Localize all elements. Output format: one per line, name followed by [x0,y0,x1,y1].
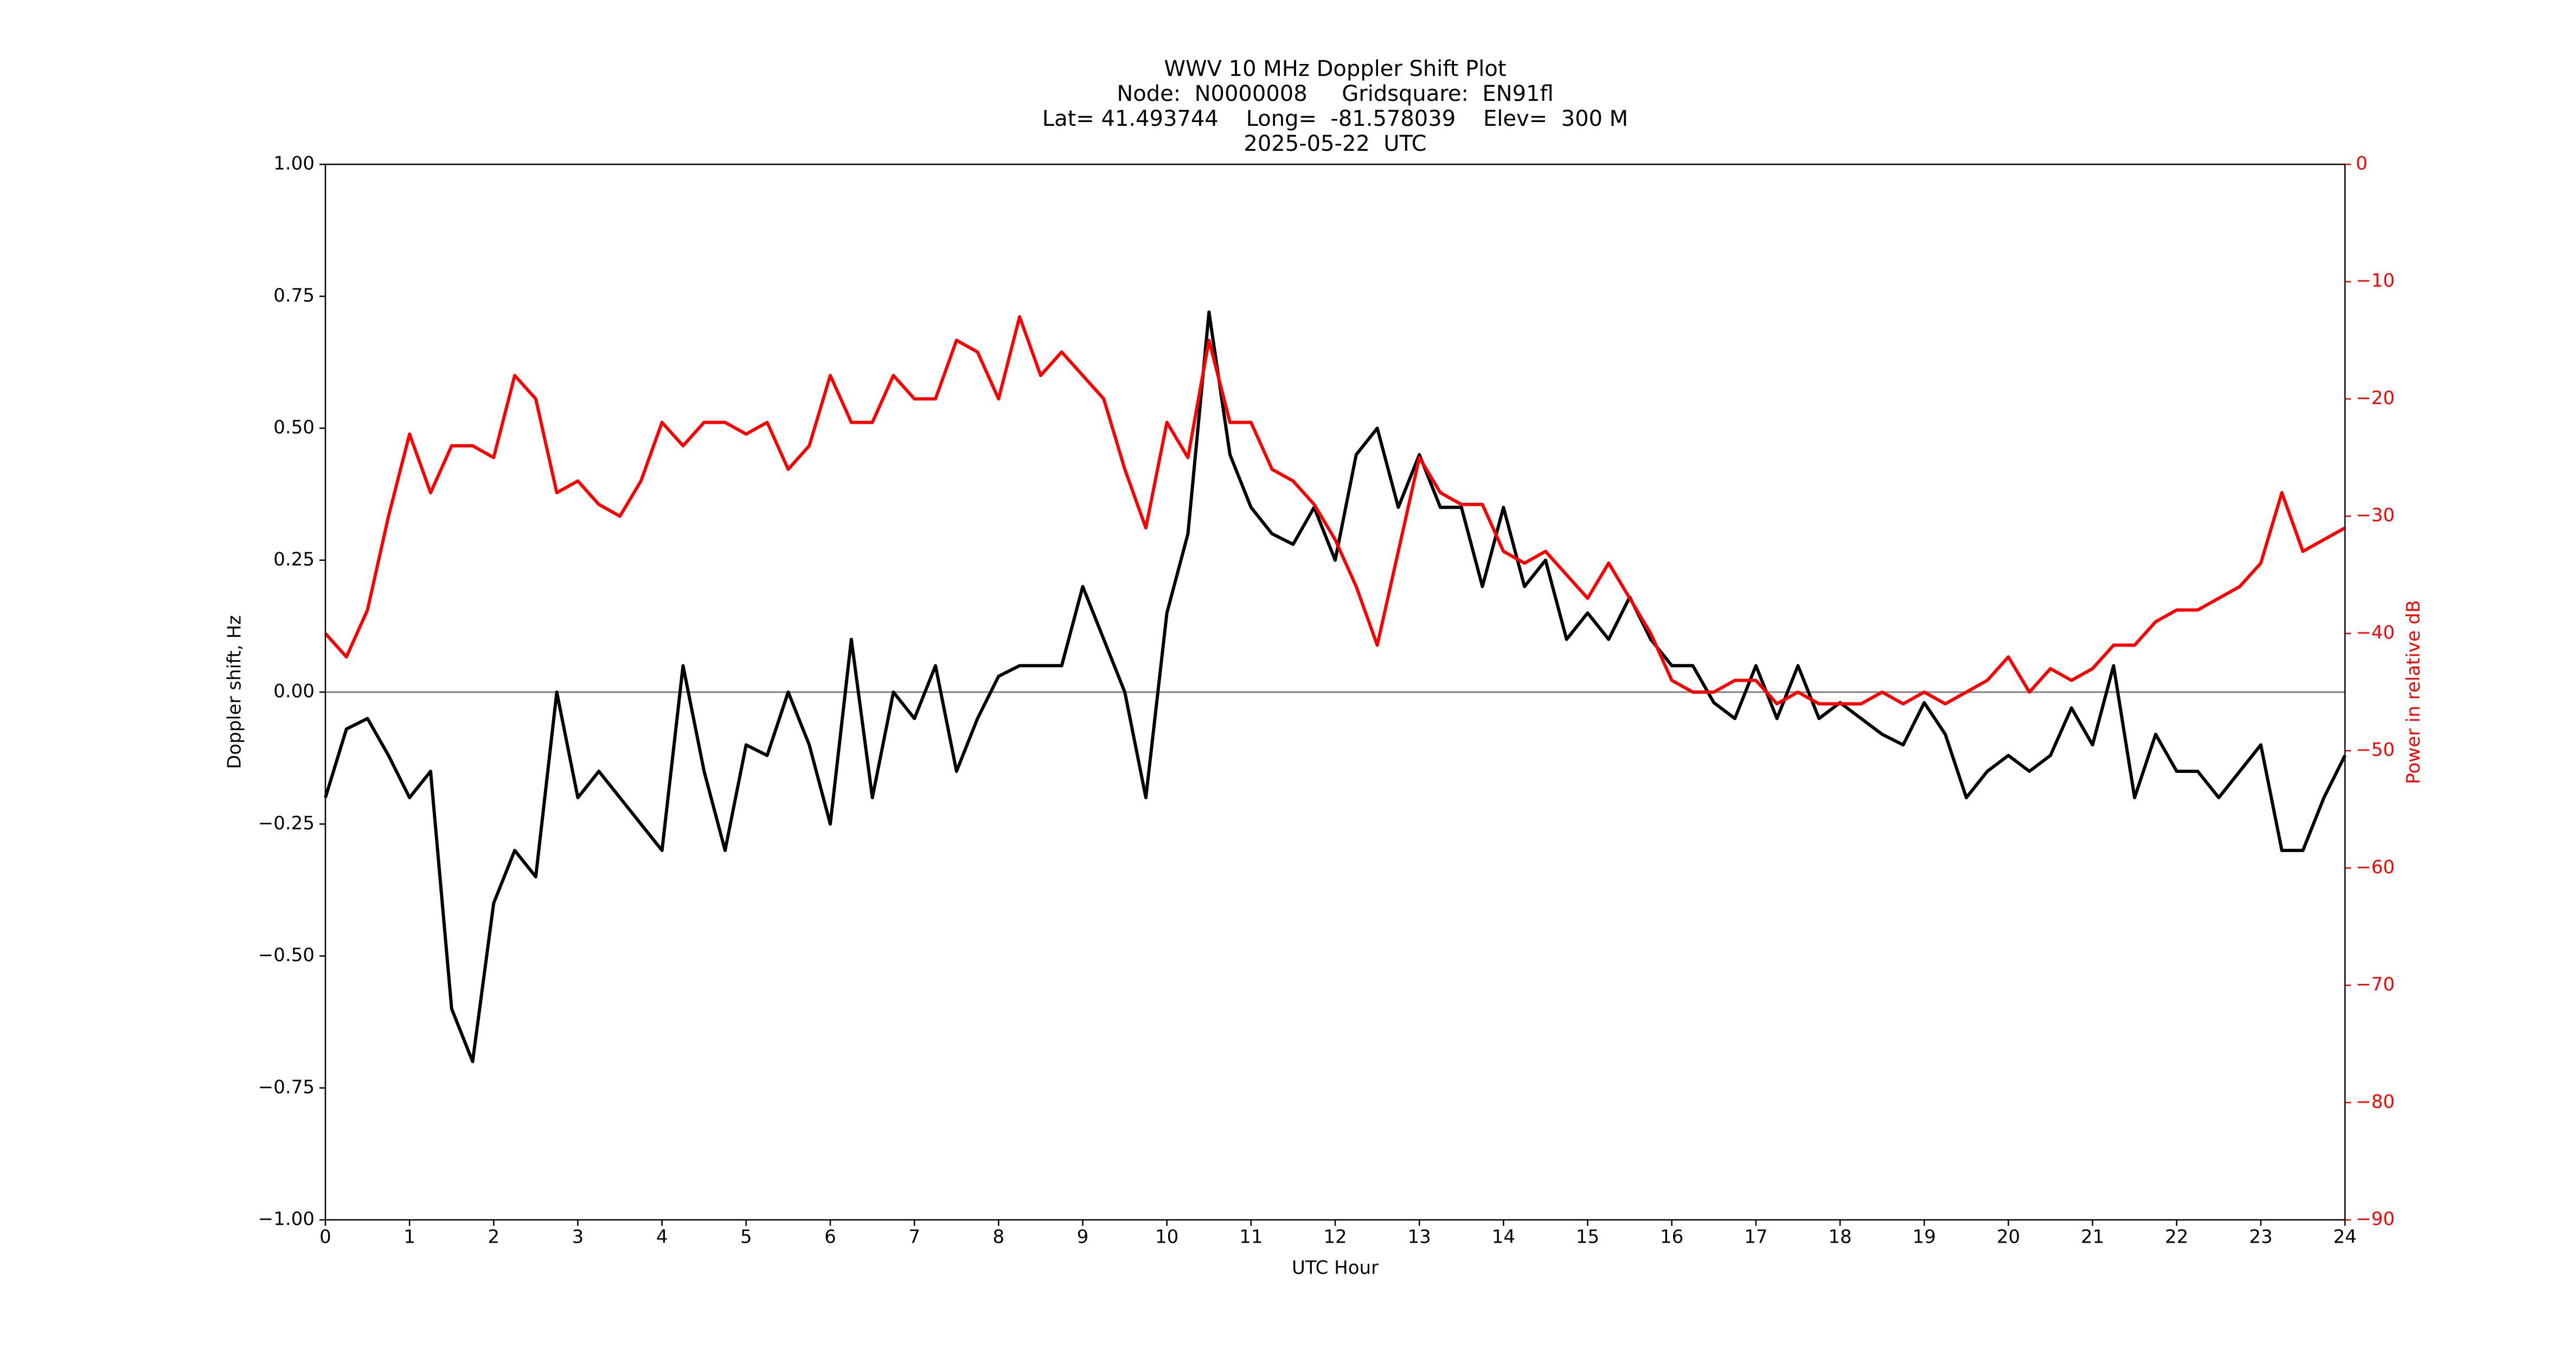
x-tick-label: 12 [1323,1226,1347,1248]
y2-axis-label: Power in relative dB [2403,600,2425,784]
x-tick-label: 20 [1997,1226,2020,1248]
x-tick-label: 22 [2165,1226,2188,1248]
y-tick-label: 1.00 [273,153,315,175]
chart-title: WWV 10 MHz Doppler Shift Plot [1164,56,1506,81]
x-tick-label: 5 [740,1226,752,1248]
y2-tick-label: −80 [2356,1091,2395,1112]
x-axis-label: UTC Hour [1292,1257,1379,1279]
y2-tick-label: −30 [2356,504,2395,526]
plot-frame [324,163,2346,1221]
data-line [324,315,2346,706]
x-tick-label: 17 [1744,1226,1767,1248]
y2-tick-label: −70 [2356,974,2395,995]
x-tick-label: 2 [488,1226,500,1248]
x-tick-label: 24 [2333,1226,2356,1248]
x-tick-label: 4 [656,1226,668,1248]
x-tick-label: 23 [2249,1226,2272,1248]
x-tick-label: 15 [1576,1226,1599,1248]
y-tick-label: −0.50 [258,944,315,966]
y-tick-label: 0.00 [273,681,315,702]
x-tick-label: 8 [993,1226,1005,1248]
y2-tick-label: −50 [2356,739,2395,761]
x-tick-label: 1 [403,1226,415,1248]
x-tick-label: 9 [1077,1226,1089,1248]
y-tick-label: −0.75 [258,1076,315,1098]
y2-tick-label: −90 [2356,1208,2395,1230]
data-line [324,310,2347,1064]
y2-tick-label: −40 [2356,622,2395,643]
y-axis-label: Doppler shift, Hz [224,615,246,769]
chart-subtitle: Node: N0000008 Gridsquare: EN91fl [1117,81,1553,106]
y-tick-label: −0.25 [258,813,315,834]
y2-tick-label: −10 [2356,270,2395,292]
x-tick-label: 0 [319,1226,331,1248]
y2-tick-label: 0 [2356,153,2368,175]
chart-subtitle: 2025-05-22 UTC [1244,131,1426,156]
x-tick-label: 19 [1913,1226,1936,1248]
chart-subtitle: Lat= 41.493744 Long= -81.578039 Elev= 30… [1042,106,1628,131]
x-tick-label: 11 [1239,1226,1263,1248]
x-tick-label: 6 [824,1226,836,1248]
x-tick-label: 21 [2081,1226,2104,1248]
y-tick-label: −1.00 [258,1208,315,1230]
y-tick-label: 0.50 [273,417,315,438]
y2-tick-label: −60 [2356,856,2395,878]
y-tick-label: 0.75 [273,285,315,306]
y2-tick-label: −20 [2356,387,2395,409]
x-tick-label: 7 [908,1226,920,1248]
x-tick-label: 3 [572,1226,584,1248]
x-tick-label: 14 [1492,1226,1515,1248]
x-tick-label: 10 [1155,1226,1178,1248]
x-tick-label: 16 [1660,1226,1683,1248]
y-tick-label: 0.25 [273,548,315,570]
x-tick-label: 18 [1828,1226,1851,1248]
x-tick-label: 13 [1408,1226,1431,1248]
